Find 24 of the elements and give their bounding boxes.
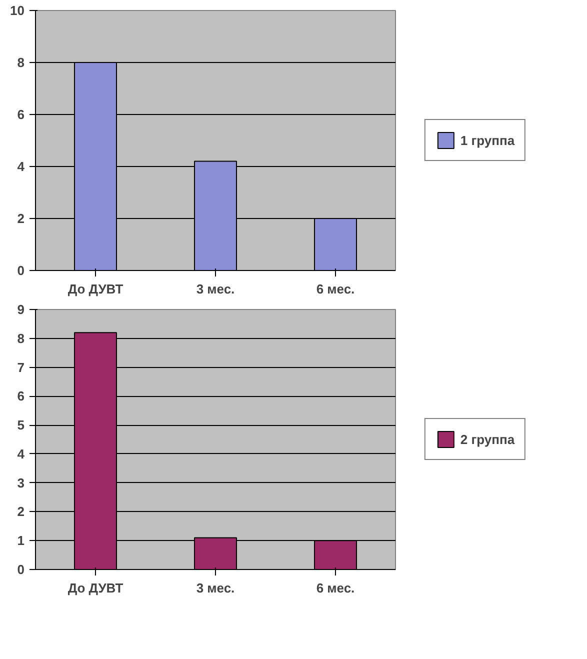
x-tick-label: До ДУВТ [68, 282, 124, 296]
y-tick-label: 10 [10, 3, 25, 18]
x-tick-label: До ДУВТ [68, 580, 124, 596]
y-tick-label: 2 [17, 211, 25, 226]
y-tick-label: 8 [17, 55, 25, 70]
y-tick-label: 7 [17, 360, 25, 375]
y-tick-label: 6 [17, 388, 25, 404]
x-tick-label: 3 мес. [196, 282, 235, 296]
y-tick-label: 6 [17, 107, 25, 122]
y-tick-label: 9 [17, 302, 25, 317]
x-tick-label: 3 мес. [196, 580, 235, 596]
y-tick-label: 3 [17, 475, 25, 490]
x-tick-label: 6 мес. [316, 580, 355, 596]
y-tick-label: 4 [17, 159, 26, 174]
y-tick-label: 8 [17, 330, 25, 346]
y-tick-label: 4 [17, 446, 26, 462]
y-tick-label: 1 [17, 533, 25, 548]
y-tick-label: 0 [17, 263, 25, 278]
y-tick-label: 2 [17, 504, 25, 520]
legend-label: 2 группа [460, 432, 515, 446]
y-tick-label: 0 [17, 562, 25, 577]
y-tick-label: 5 [17, 418, 25, 433]
legend-label: 1 группа [460, 132, 515, 148]
x-tick-label: 6 мес. [316, 282, 355, 296]
